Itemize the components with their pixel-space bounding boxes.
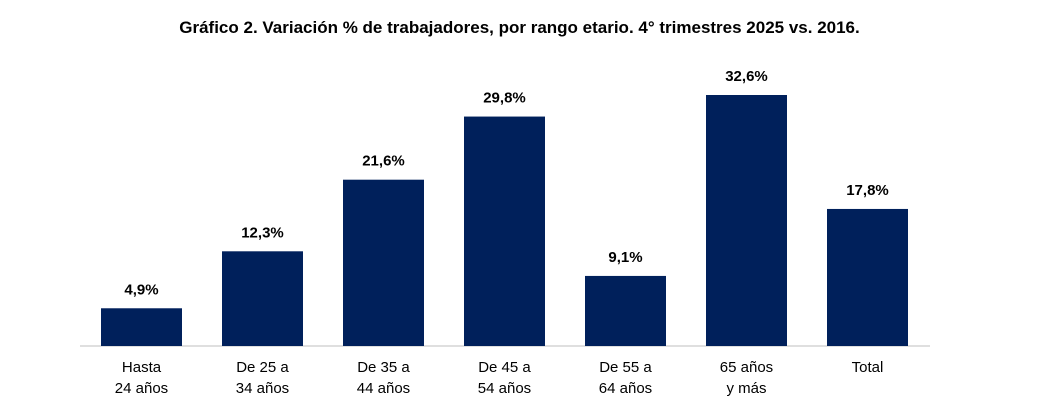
category-label: y más xyxy=(726,380,766,397)
category-label: De 45 a xyxy=(478,359,531,376)
data-label: 12,3% xyxy=(241,224,284,241)
bar xyxy=(585,275,666,346)
category-label: Hasta xyxy=(122,359,162,376)
category-label: De 25 a xyxy=(236,359,289,376)
category-label: 44 años xyxy=(357,380,410,397)
bar xyxy=(343,179,424,346)
category-label: Total xyxy=(852,359,884,376)
bar xyxy=(464,116,545,346)
data-label: 9,1% xyxy=(608,249,642,266)
bar xyxy=(222,251,303,346)
data-label: 4,9% xyxy=(124,281,158,298)
category-label: 54 años xyxy=(478,380,531,397)
data-label: 21,6% xyxy=(362,153,405,170)
bar xyxy=(101,308,182,346)
category-label: 24 años xyxy=(115,380,168,397)
category-label: De 35 a xyxy=(357,359,410,376)
data-label: 17,8% xyxy=(846,182,889,199)
bar xyxy=(827,208,908,346)
data-label: 32,6% xyxy=(725,68,768,85)
data-label: 29,8% xyxy=(483,90,526,107)
category-label: 65 años xyxy=(720,359,773,376)
bar xyxy=(706,95,787,346)
chart-title: Gráfico 2. Variación % de trabajadores, … xyxy=(179,18,860,37)
category-label: 64 años xyxy=(599,380,652,397)
category-label: De 55 a xyxy=(599,359,652,376)
category-label: 34 años xyxy=(236,380,289,397)
